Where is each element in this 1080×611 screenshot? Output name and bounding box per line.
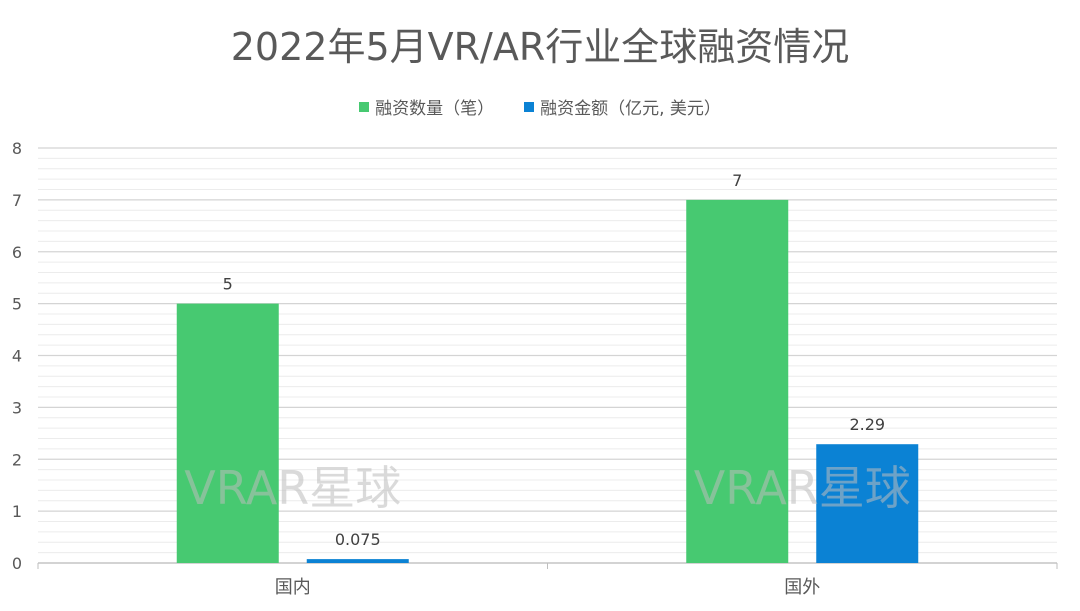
legend-label-amount: 融资金额（亿元, 美元） <box>540 99 721 119</box>
y-tick-label: 5 <box>12 295 22 314</box>
legend-item-count: 融资数量（笔） <box>359 94 494 119</box>
chart-title: 2022年5月VR/AR行业全球融资情况 <box>230 25 850 69</box>
legend: 融资数量（笔） 融资金额（亿元, 美元） <box>0 94 1080 119</box>
legend-label-count: 融资数量（笔） <box>375 99 495 119</box>
legend-item-amount: 融资金额（亿元, 美元） <box>524 94 721 119</box>
data-label: 5 <box>223 275 233 294</box>
y-tick-label: 8 <box>12 139 22 158</box>
watermark-logo: VRAR星球 <box>184 461 401 515</box>
data-label: 2.29 <box>849 415 885 434</box>
y-tick-label: 0 <box>12 554 22 573</box>
data-label: 0.075 <box>335 530 381 549</box>
y-tick-label: 6 <box>12 243 22 262</box>
bar-count <box>176 303 279 563</box>
legend-swatch-amount <box>524 101 535 112</box>
bar-amount <box>816 444 919 563</box>
x-category-label: 国内 <box>275 577 311 598</box>
y-tick-label: 3 <box>12 398 22 417</box>
y-tick-label: 1 <box>12 502 22 521</box>
y-tick-label: 4 <box>12 347 22 366</box>
bar-count <box>686 199 789 563</box>
bar-amount <box>306 559 409 563</box>
legend-swatch-count <box>359 101 370 112</box>
data-label: 7 <box>732 171 742 190</box>
x-category-label: 国外 <box>784 577 820 598</box>
y-tick-label: 2 <box>12 450 22 469</box>
y-tick-label: 7 <box>12 191 22 210</box>
watermark-logo: VRAR星球 <box>694 461 911 515</box>
